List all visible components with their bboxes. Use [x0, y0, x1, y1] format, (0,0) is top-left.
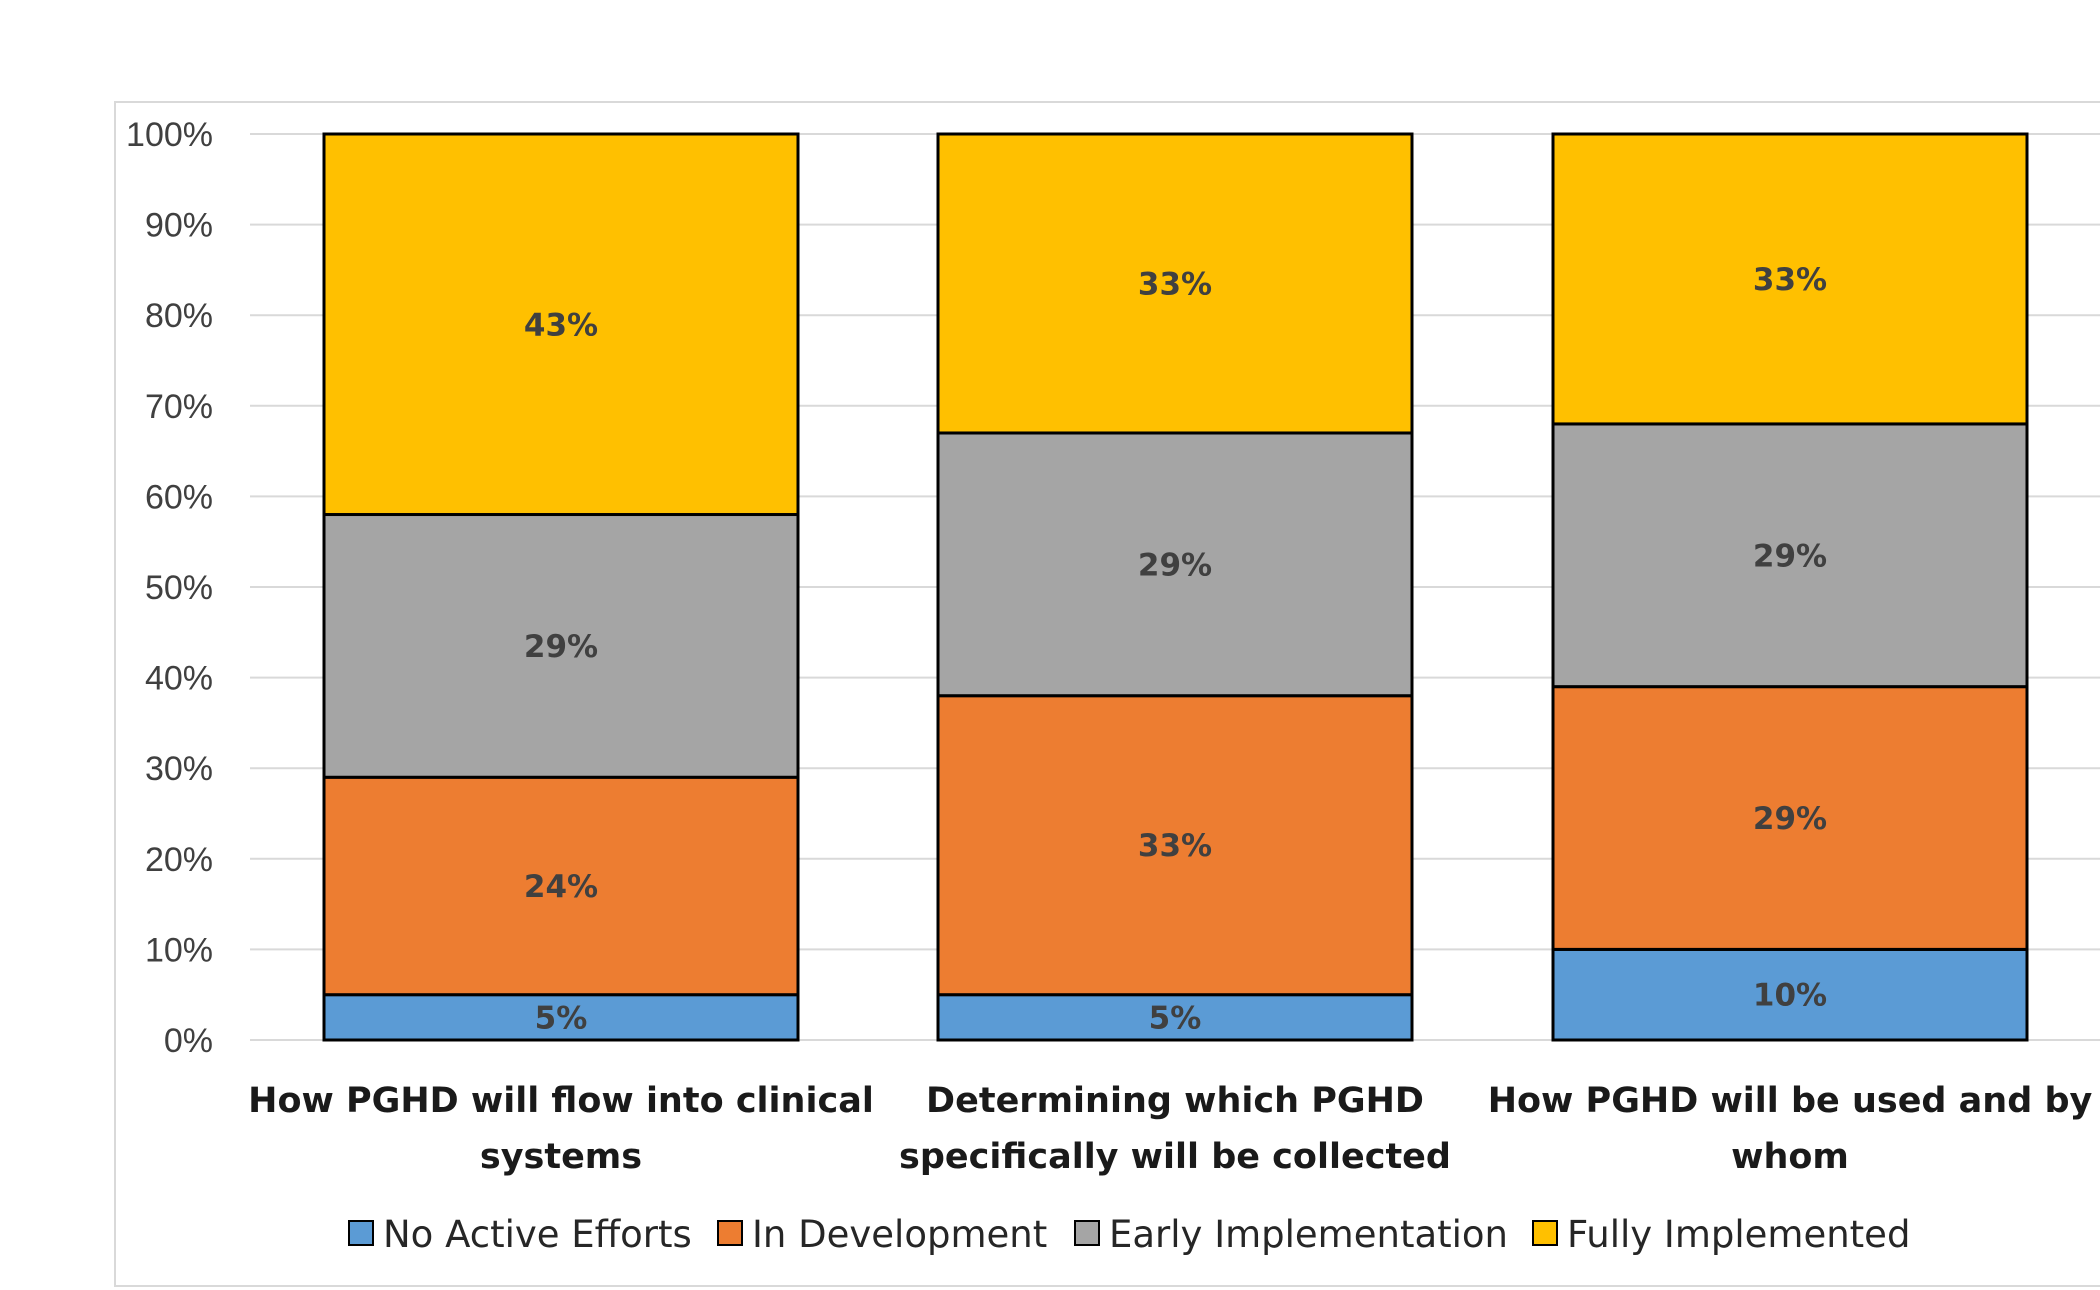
y-tick-label: 80% — [145, 297, 213, 335]
bar-segment — [936, 431, 1414, 698]
data-label: 33% — [1753, 262, 1827, 298]
bar-segment — [1551, 422, 2029, 689]
bars — [322, 132, 2029, 1042]
category-label: Determining which PGHD — [926, 1081, 1424, 1121]
category-label: specifically will be collected — [899, 1137, 1451, 1177]
y-tick-label: 70% — [145, 388, 213, 426]
data-label: 33% — [1138, 266, 1212, 302]
bar-segment — [936, 132, 1414, 435]
category-label: systems — [480, 1137, 642, 1177]
data-label: 5% — [535, 1000, 588, 1036]
legend-swatch — [348, 1220, 374, 1246]
category-label: whom — [1731, 1137, 1849, 1177]
bar-segment — [322, 132, 800, 517]
legend-swatch — [1074, 1220, 1100, 1246]
legend-swatch — [1532, 1220, 1558, 1246]
data-label: 43% — [524, 307, 598, 343]
data-label: 29% — [524, 629, 598, 665]
bar-segment — [936, 993, 1414, 1042]
y-tick-label: 90% — [145, 207, 213, 245]
y-tick-label: 10% — [145, 931, 213, 969]
legend-label: In Development — [752, 1213, 1047, 1256]
legend-label: No Active Efforts — [383, 1213, 692, 1256]
legend-label: Early Implementation — [1109, 1213, 1508, 1256]
y-tick-label: 50% — [145, 569, 213, 607]
bar-segment — [936, 694, 1414, 997]
y-tick-label: 60% — [145, 478, 213, 516]
chart-frame — [114, 101, 2100, 1287]
y-tick-label: 40% — [145, 660, 213, 698]
category-label: How PGHD will be used and by — [1488, 1081, 2093, 1121]
bar-segment — [1551, 685, 2029, 951]
x-axis-categories: How PGHD will flow into clinical systems D… — [248, 1081, 2092, 1177]
y-tick-label: 0% — [164, 1022, 213, 1060]
y-axis-ticks: 0% 10% 20% 30% 40% 50% 60% 70% 80% 90% 100% — [126, 116, 213, 1060]
data-label: 29% — [1753, 801, 1827, 837]
legend-swatch — [717, 1220, 743, 1246]
y-tick-label: 30% — [145, 750, 213, 788]
data-labels: 5% 24% 29% 43% 5% 33% 29% 33% 10% 29% 29% 33% — [524, 262, 1827, 1036]
y-tick-label: 20% — [145, 841, 213, 879]
bar-segment — [1551, 132, 2029, 426]
category-label: How PGHD will flow into clinical — [248, 1081, 874, 1121]
legend: No Active Efforts In Development Early Imp… — [348, 1213, 1910, 1256]
y-tick-label: 100% — [126, 116, 213, 154]
data-label: 29% — [1753, 538, 1827, 574]
data-label: 5% — [1149, 1000, 1202, 1036]
bar-segment — [322, 775, 800, 997]
legend-label: Fully Implemented — [1567, 1213, 1910, 1256]
data-label: 29% — [1138, 547, 1212, 583]
data-label: 10% — [1753, 978, 1827, 1014]
bar-segment — [322, 993, 800, 1042]
data-label: 24% — [524, 869, 598, 905]
data-label: 33% — [1138, 828, 1212, 864]
